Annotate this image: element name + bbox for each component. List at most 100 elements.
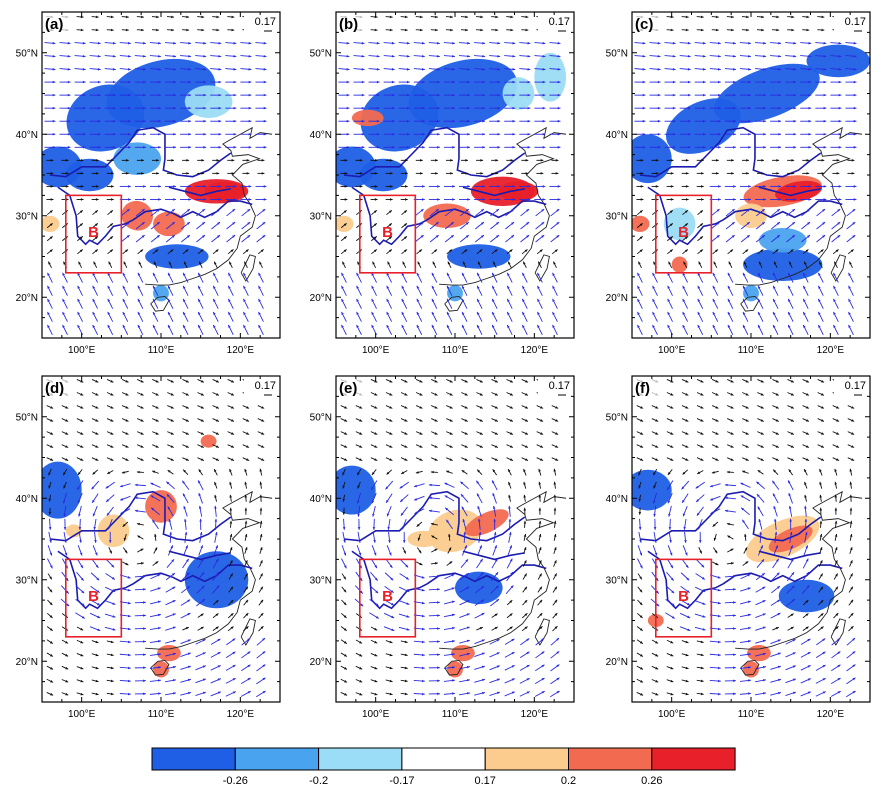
wind-vector <box>830 677 841 685</box>
panel-label-bg <box>633 377 661 397</box>
wind-vector <box>445 519 453 530</box>
wind-vector <box>196 234 206 243</box>
wind-vector <box>46 249 53 255</box>
wind-vector <box>76 457 84 461</box>
panel-label: (b) <box>339 16 358 33</box>
wind-vector <box>182 15 190 19</box>
wind-vector <box>152 431 159 435</box>
wind-vector <box>757 298 764 309</box>
wind-vector <box>459 692 471 696</box>
wind-vector <box>341 285 347 296</box>
wind-vector <box>726 431 734 435</box>
wind-vector <box>772 469 779 476</box>
wind-vector <box>134 80 146 84</box>
wind-vector <box>849 468 853 476</box>
wind-vector <box>709 495 721 501</box>
wind-vector <box>697 311 704 322</box>
wind-vector <box>476 444 483 448</box>
wind-vector <box>724 185 736 188</box>
reference-vector-value: 0.17 <box>255 380 276 392</box>
wind-vector <box>818 261 823 268</box>
wind-vector <box>724 601 736 604</box>
wind-vector <box>492 545 497 556</box>
wind-vector <box>355 665 363 670</box>
wind-vector <box>845 106 857 110</box>
wind-vector <box>400 431 408 435</box>
wind-vector <box>383 626 395 632</box>
wind-vector <box>785 665 796 671</box>
wind-vector <box>387 518 391 530</box>
wind-vector <box>815 185 827 188</box>
wind-vector <box>119 653 131 657</box>
wind-vector <box>91 444 99 448</box>
wind-vector <box>137 249 144 255</box>
wind-vector <box>198 261 203 268</box>
wind-vector <box>711 405 719 409</box>
wind-vector <box>476 418 483 422</box>
wind-vector <box>255 132 267 136</box>
wind-vector <box>134 145 146 149</box>
wind-vector <box>772 28 780 32</box>
lat-tick-label: 20°N <box>606 657 628 668</box>
wind-vector <box>92 506 98 517</box>
wind-vector <box>523 494 526 502</box>
wind-vector <box>340 185 348 188</box>
wind-vector <box>428 132 440 136</box>
wind-vector <box>553 481 557 489</box>
wind-vector <box>47 558 53 569</box>
wind-vector <box>414 508 425 515</box>
wind-vector <box>709 483 721 488</box>
wind-vector <box>244 520 248 528</box>
wind-vector <box>459 652 470 657</box>
wind-vector <box>241 664 251 672</box>
wind-vector <box>505 234 515 243</box>
lat-tick-label: 40°N <box>310 494 332 505</box>
wind-vector <box>59 54 71 58</box>
correlation-shading <box>65 158 114 192</box>
wind-vector <box>430 172 438 175</box>
wind-vector <box>474 585 485 594</box>
wind-vector <box>787 626 794 631</box>
wind-vector <box>195 665 206 671</box>
wind-vector <box>506 249 513 255</box>
wind-vector <box>152 311 159 322</box>
wind-vector <box>846 690 856 698</box>
wind-vector <box>400 185 408 188</box>
wind-vector <box>243 599 249 606</box>
wind-vector <box>120 208 130 217</box>
region-box <box>654 194 713 274</box>
wind-vector <box>694 106 706 110</box>
wind-vector <box>211 585 220 594</box>
wind-vector <box>227 405 235 409</box>
wind-vector <box>446 311 453 322</box>
wind-vector <box>136 15 144 19</box>
wind-vector <box>459 586 470 593</box>
lon-tick-label: 110°E <box>442 345 469 356</box>
wind-vector <box>755 234 766 243</box>
wind-vector <box>428 601 440 604</box>
wind-vector <box>431 535 438 540</box>
wind-vector <box>772 431 779 435</box>
wind-vector <box>697 236 704 242</box>
wind-vector <box>240 106 252 110</box>
wind-vector <box>491 379 499 383</box>
wind-vector <box>830 93 842 97</box>
wind-vector <box>415 392 423 396</box>
wind-vector <box>739 41 751 45</box>
wind-vector <box>106 392 114 396</box>
wind-vector <box>833 324 839 335</box>
wind-vector <box>428 185 440 188</box>
wind-vector <box>338 106 350 110</box>
wind-vector <box>489 198 501 201</box>
wind-vector <box>506 15 514 19</box>
wind-vector <box>119 41 131 45</box>
wind-vector <box>755 692 767 696</box>
colorbar-swatch <box>401 747 486 771</box>
wind-vector <box>652 298 658 309</box>
wind-vector <box>91 666 99 670</box>
correlation-shading <box>423 203 471 228</box>
correlation-shading <box>153 211 185 237</box>
wind-vector <box>91 558 99 569</box>
wind-vector <box>414 234 424 243</box>
wind-vector <box>76 392 84 396</box>
